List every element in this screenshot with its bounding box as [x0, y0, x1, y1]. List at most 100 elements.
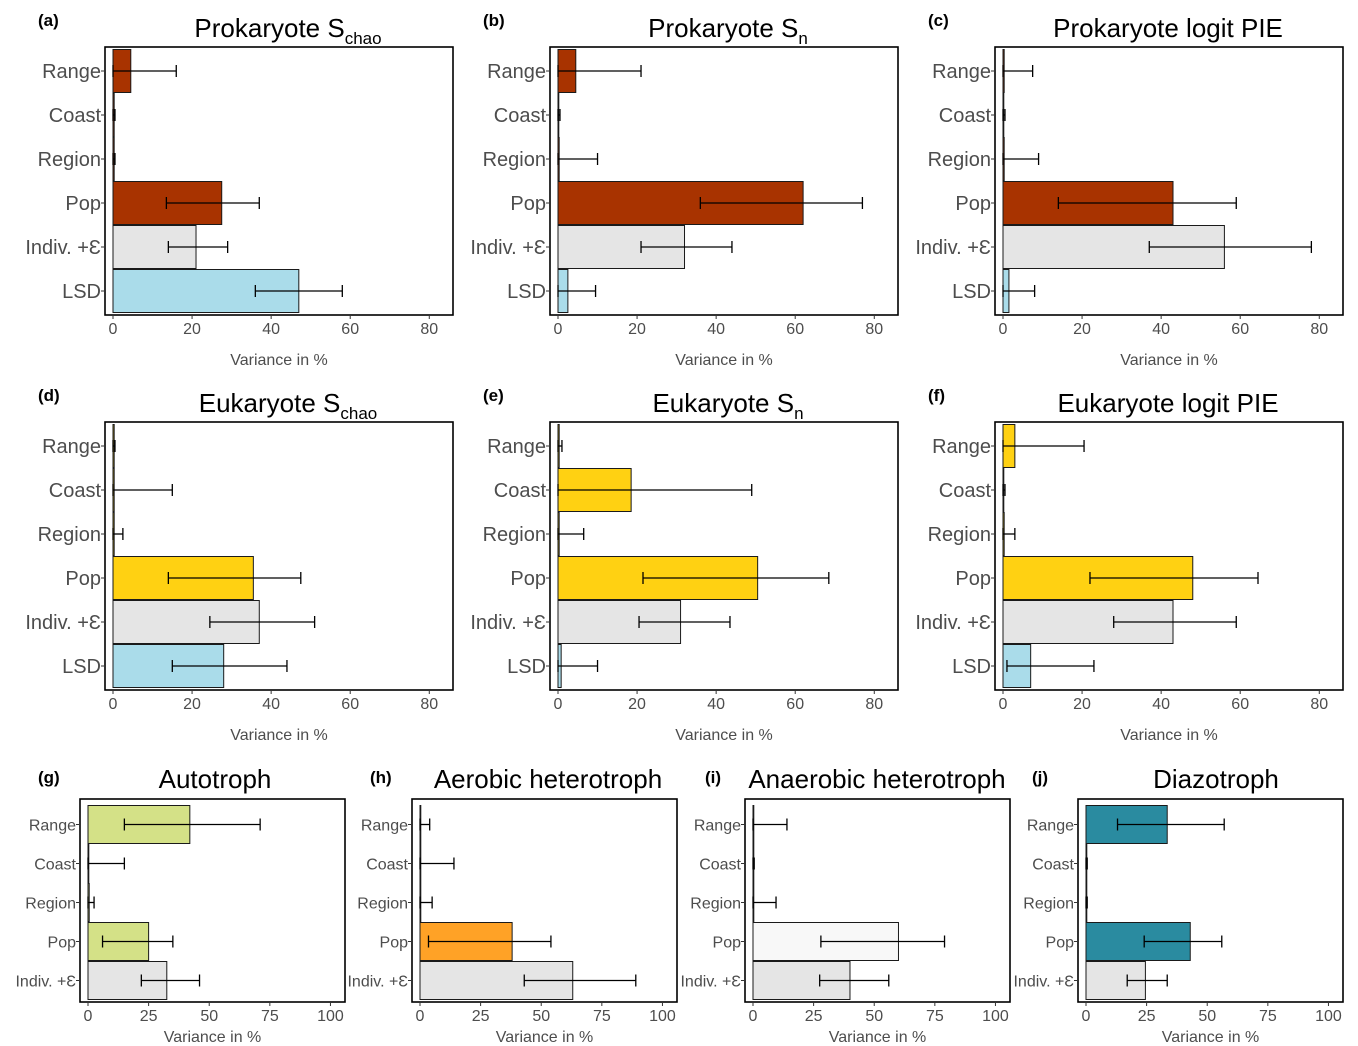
- panel-title: Eukaryote logit PIE: [1057, 388, 1278, 418]
- panel-title: Eukaryote Schao: [199, 388, 378, 423]
- category-label: Region: [928, 149, 991, 171]
- panel-label: (g): [38, 768, 60, 787]
- x-tick-label: 50: [532, 1008, 550, 1025]
- x-tick-label: 80: [865, 321, 883, 338]
- x-tick-label: 20: [183, 321, 201, 338]
- category-label: LSD: [952, 656, 991, 678]
- error-bar-4: [523, 974, 637, 987]
- error-bar-5: [557, 285, 597, 297]
- x-tick-label: 25: [472, 1008, 490, 1025]
- panel-label: (a): [38, 11, 59, 30]
- panel-i: (i) Anaerobic heterotroph Range Coast Region…: [680, 764, 1011, 1046]
- x-tick-label: 0: [999, 696, 1008, 713]
- error-bar-3: [699, 197, 864, 209]
- error-bar-4: [1113, 616, 1237, 628]
- category-label: Region: [1023, 895, 1074, 912]
- error-bar-1: [1085, 857, 1088, 870]
- category-label: Range: [932, 436, 991, 458]
- error-bar-3: [165, 197, 260, 209]
- category-label: Indiv. +Ɛ: [1013, 973, 1074, 990]
- category-label: Range: [29, 817, 76, 834]
- x-tick-label: 40: [1152, 696, 1170, 713]
- x-tick-label: 80: [865, 696, 883, 713]
- plot-frame: [994, 421, 1344, 691]
- error-bar-1: [557, 484, 753, 496]
- category-label: LSD: [952, 281, 991, 303]
- plot-frame: [1077, 798, 1344, 1003]
- error-bar-0: [112, 440, 116, 452]
- error-bar-1: [87, 857, 126, 870]
- plot-frame: [411, 798, 678, 1003]
- category-label: Coast: [699, 856, 741, 873]
- category-label: Region: [483, 524, 546, 546]
- panel-label: (h): [370, 768, 392, 787]
- x-tick-label: 100: [1315, 1008, 1342, 1025]
- category-label: Range: [694, 817, 741, 834]
- x-tick-label: 0: [109, 321, 118, 338]
- x-axis-label: Variance in %: [230, 352, 328, 369]
- x-tick-label: 0: [554, 321, 563, 338]
- error-bar-3: [642, 572, 830, 584]
- panel-label: (d): [38, 386, 60, 405]
- error-bar-0: [557, 65, 642, 77]
- x-axis-label: Variance in %: [675, 727, 773, 744]
- x-axis-label: Variance in %: [164, 1029, 262, 1046]
- panel-title: Prokaryote Sn: [648, 13, 808, 48]
- x-tick-label: 0: [749, 1008, 758, 1025]
- error-bar-2: [752, 896, 777, 909]
- error-bar-4: [1148, 241, 1313, 253]
- x-tick-label: 20: [1073, 321, 1091, 338]
- error-bar-4: [640, 241, 733, 253]
- category-label: Coast: [49, 105, 102, 127]
- error-bar-0: [752, 818, 788, 831]
- error-bar-2: [1002, 528, 1016, 540]
- category-label: Region: [690, 895, 741, 912]
- panel-label: (c): [928, 11, 949, 30]
- panel-label: (e): [483, 386, 504, 405]
- error-bar-1: [557, 109, 561, 121]
- x-axis-label: Variance in %: [1120, 352, 1218, 369]
- category-label: Coast: [366, 856, 408, 873]
- error-bar-0: [1002, 440, 1085, 452]
- panel-label: (b): [483, 11, 505, 30]
- x-axis-label: Variance in %: [1120, 727, 1218, 744]
- error-bar-2: [87, 896, 95, 909]
- panel-title: Eukaryote Sn: [652, 388, 803, 423]
- x-axis-label: Variance in %: [675, 352, 773, 369]
- category-label: Indiv. +Ɛ: [470, 612, 546, 634]
- category-label: Pop: [65, 193, 101, 215]
- error-bar-3: [820, 935, 946, 948]
- panel-h: (h) Aerobic heterotroph Range Coast Region Po…: [347, 764, 678, 1046]
- x-axis-label: Variance in %: [496, 1029, 594, 1046]
- error-bar-5: [557, 660, 599, 672]
- x-tick-label: 80: [1310, 321, 1328, 338]
- panel-label: (f): [928, 386, 945, 405]
- error-bar-0: [419, 818, 431, 831]
- category-label: LSD: [62, 656, 101, 678]
- x-tick-label: 0: [999, 321, 1008, 338]
- x-tick-label: 60: [1231, 696, 1249, 713]
- category-label: Coast: [494, 480, 547, 502]
- category-label: Indiv. +Ɛ: [915, 612, 991, 634]
- x-tick-label: 25: [805, 1008, 823, 1025]
- plot-frame: [79, 798, 346, 1003]
- x-tick-label: 80: [420, 696, 438, 713]
- x-tick-label: 60: [1231, 321, 1249, 338]
- x-tick-label: 25: [140, 1008, 158, 1025]
- error-bar-4: [638, 616, 731, 628]
- category-label: Range: [42, 436, 101, 458]
- category-label: LSD: [507, 281, 546, 303]
- x-tick-label: 20: [628, 696, 646, 713]
- category-label: Indiv. +Ɛ: [25, 612, 101, 634]
- x-tick-label: 20: [183, 696, 201, 713]
- error-bar-2: [112, 153, 116, 165]
- category-label: Coast: [1032, 856, 1074, 873]
- error-bar-3: [1089, 572, 1259, 584]
- x-tick-label: 75: [593, 1008, 611, 1025]
- x-tick-label: 75: [926, 1008, 944, 1025]
- plot-frame: [549, 421, 899, 691]
- x-tick-label: 75: [1259, 1008, 1277, 1025]
- error-bar-3: [427, 935, 552, 948]
- panel-a: (a) Prokaryote Schao Range Coast Region Pop In…: [25, 11, 454, 369]
- error-bar-5: [171, 660, 288, 672]
